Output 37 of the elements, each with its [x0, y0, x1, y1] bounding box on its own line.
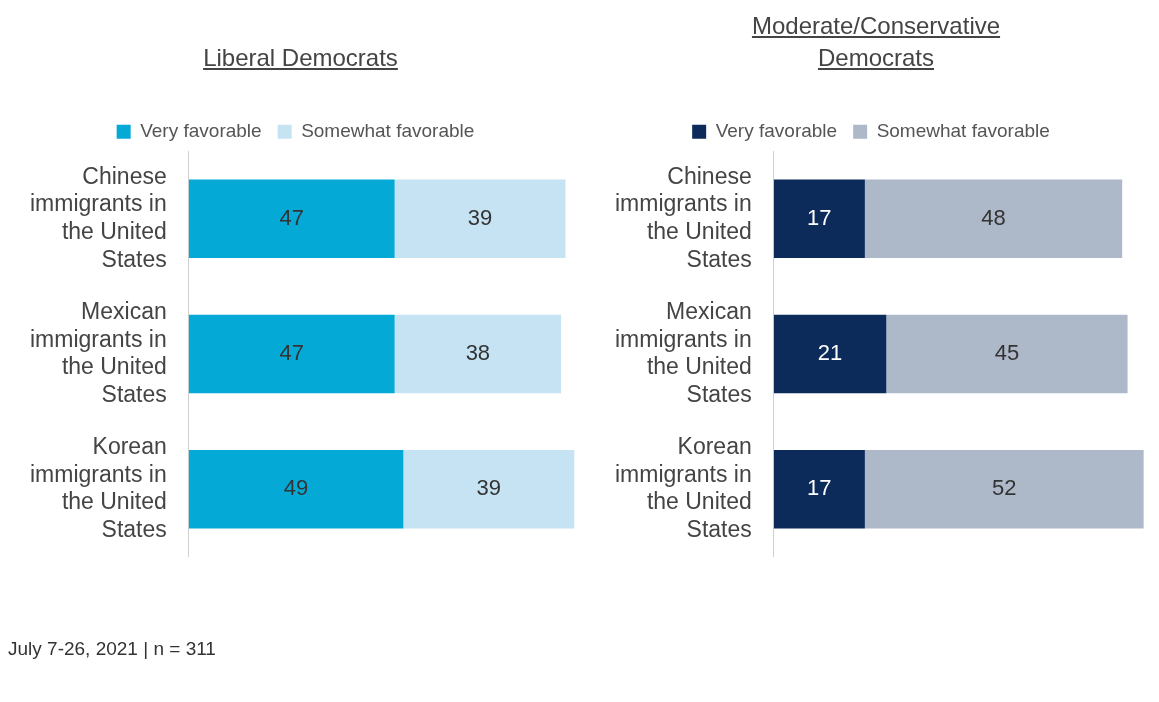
- data-label: 47: [279, 340, 304, 366]
- bar: [403, 449, 575, 529]
- data-label: 45: [994, 340, 1020, 366]
- data-label: 38: [465, 340, 491, 366]
- bar: [773, 314, 887, 394]
- legend-label: Very favorable: [140, 119, 262, 141]
- bar: [394, 179, 566, 259]
- y-tick-label: Korean immigrants in the United States: [29, 433, 167, 542]
- bar: [864, 449, 1144, 529]
- data-label: 48: [981, 204, 1006, 230]
- data-label: 49: [283, 475, 309, 501]
- y-tick-label: Mexican immigrants in the United States: [614, 297, 752, 407]
- bar: [773, 179, 865, 259]
- data-label: 17: [807, 475, 832, 501]
- chart-title: Moderate/Conservative Democrats: [750, 11, 1002, 73]
- text: July 7-26, 2021 | n = 311: [8, 638, 217, 660]
- data-label: 17: [807, 204, 832, 230]
- chart-title: Liberal Democrats: [203, 43, 398, 73]
- y-tick-label: Korean immigrants in the United States: [614, 433, 752, 542]
- legend-label: Somewhat favorable: [876, 119, 1050, 141]
- legend-label: Somewhat favorable: [301, 119, 475, 141]
- bar: [773, 449, 865, 529]
- legend-label: Very favorable: [715, 119, 838, 141]
- y-tick-label: Chinese immigrants in the United States: [29, 162, 167, 272]
- bar: [188, 314, 395, 394]
- data-label: 47: [279, 204, 304, 230]
- y-tick-label: Chinese immigrants in the United States: [614, 162, 752, 272]
- data-label: 52: [992, 475, 1017, 501]
- bar: [886, 314, 1128, 394]
- data-label: 39: [467, 204, 493, 230]
- bar: [188, 179, 395, 259]
- bar: [864, 179, 1123, 259]
- y-tick-label: Mexican immigrants in the United States: [29, 297, 167, 407]
- bar: [394, 314, 562, 394]
- data-label: 39: [476, 475, 502, 501]
- bar: [188, 449, 404, 529]
- data-label: 21: [817, 340, 843, 366]
